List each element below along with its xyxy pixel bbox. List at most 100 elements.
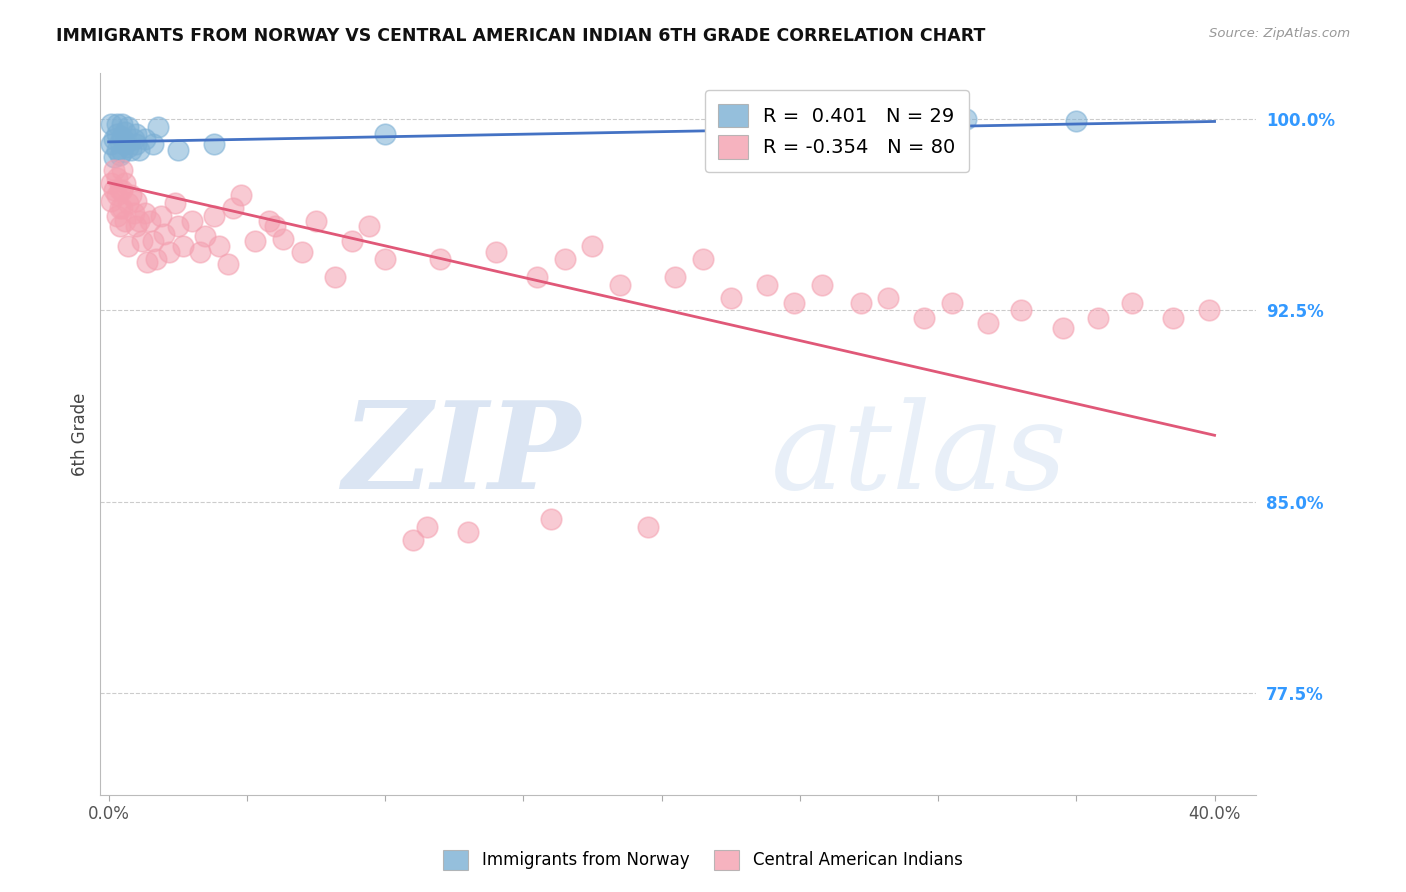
Y-axis label: 6th Grade: 6th Grade [72, 392, 89, 475]
Point [114, 137, 136, 152]
Point [122, 206, 145, 220]
Point [108, 219, 131, 233]
Point [912, 310, 935, 325]
Point [1066, 114, 1088, 128]
Point [1121, 295, 1143, 310]
Point [108, 135, 131, 149]
Point [457, 525, 479, 540]
Point [108, 201, 131, 215]
Point [374, 127, 396, 141]
Point [540, 512, 562, 526]
Point [100, 117, 122, 131]
Point [103, 132, 125, 146]
Point [125, 219, 148, 233]
Point [105, 143, 128, 157]
Point [114, 125, 136, 139]
Point [955, 112, 977, 126]
Point [720, 291, 742, 305]
Point [291, 244, 314, 259]
Point [1052, 321, 1074, 335]
Point [120, 143, 142, 157]
Point [231, 188, 253, 202]
Point [159, 244, 181, 259]
Point [150, 209, 173, 223]
Point [153, 227, 176, 241]
Point [131, 235, 153, 249]
Point [263, 219, 285, 233]
Point [692, 252, 714, 267]
Point [849, 295, 872, 310]
Point [117, 140, 139, 154]
Point [128, 214, 150, 228]
Point [111, 117, 134, 131]
Point [128, 143, 150, 157]
Point [374, 252, 396, 267]
Point [142, 137, 165, 152]
Point [877, 291, 900, 305]
Point [208, 239, 231, 253]
Point [257, 214, 280, 228]
Point [125, 194, 148, 208]
Point [194, 229, 217, 244]
Point [105, 209, 128, 223]
Text: IMMIGRANTS FROM NORWAY VS CENTRAL AMERICAN INDIAN 6TH GRADE CORRELATION CHART: IMMIGRANTS FROM NORWAY VS CENTRAL AMERIC… [56, 27, 986, 45]
Text: ZIP: ZIP [342, 396, 579, 515]
Point [202, 209, 225, 223]
Point [202, 137, 225, 152]
Point [783, 295, 806, 310]
Point [117, 120, 139, 134]
Point [325, 270, 347, 285]
Point [125, 137, 148, 152]
Point [1161, 310, 1184, 325]
Point [134, 132, 156, 146]
Point [166, 219, 188, 233]
Point [108, 147, 131, 161]
Point [415, 520, 437, 534]
Text: atlas: atlas [770, 397, 1067, 515]
Point [664, 270, 686, 285]
Point [222, 201, 245, 215]
Point [977, 316, 1000, 330]
Point [120, 188, 142, 202]
Point [941, 295, 963, 310]
Point [117, 196, 139, 211]
Point [100, 176, 122, 190]
Point [105, 127, 128, 141]
Point [108, 183, 131, 197]
Point [111, 183, 134, 197]
Point [111, 129, 134, 144]
Point [1010, 303, 1032, 318]
Point [103, 163, 125, 178]
Point [217, 257, 239, 271]
Point [811, 277, 834, 292]
Point [114, 214, 136, 228]
Point [139, 214, 162, 228]
Point [271, 232, 294, 246]
Point [637, 520, 659, 534]
Point [1198, 303, 1220, 318]
Point [163, 196, 186, 211]
Legend: Immigrants from Norway, Central American Indians: Immigrants from Norway, Central American… [437, 843, 969, 877]
Point [117, 239, 139, 253]
Point [148, 120, 170, 134]
Point [755, 277, 778, 292]
Point [111, 201, 134, 215]
Point [111, 145, 134, 159]
Point [340, 235, 363, 249]
Point [180, 214, 202, 228]
Point [114, 176, 136, 190]
Point [100, 137, 122, 152]
Text: Source: ZipAtlas.com: Source: ZipAtlas.com [1209, 27, 1350, 40]
Point [402, 533, 425, 547]
Point [429, 252, 451, 267]
Point [105, 117, 128, 131]
Point [166, 143, 188, 157]
Point [188, 244, 211, 259]
Point [526, 270, 548, 285]
Point [100, 194, 122, 208]
Point [1087, 310, 1109, 325]
Point [105, 188, 128, 202]
Point [357, 219, 380, 233]
Point [122, 132, 145, 146]
Point [105, 170, 128, 185]
